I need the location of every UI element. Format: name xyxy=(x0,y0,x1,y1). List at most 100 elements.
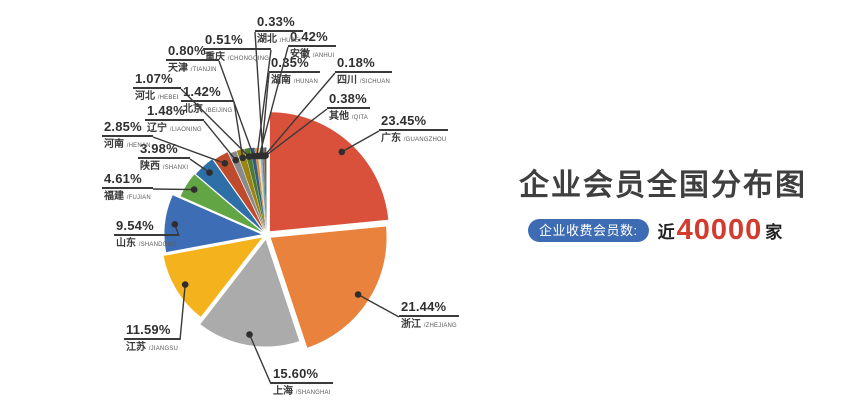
slice-province-name: 安徽 /ANHUI xyxy=(290,49,335,60)
slice-percent: 15.60% xyxy=(271,366,333,384)
slice-province-name: 山东 /SHANDONG xyxy=(116,238,177,249)
slice-province-pinyin: /JIANGSU xyxy=(148,346,179,352)
slice-label-jiangsu: 11.59% 江苏 /JIANGSU xyxy=(124,322,181,355)
slice-label-henan: 2.85% 河南 /HENAN xyxy=(102,119,153,152)
leader-line-zhejiang xyxy=(357,293,400,318)
slice-label-guangzhou: 23.45% 广东 /GUANGZHOU xyxy=(379,113,449,146)
slice-label-beijing: 1.42% 北京 /BEIJING xyxy=(181,84,235,117)
leader-line-tianjin xyxy=(218,60,255,157)
leader-line-hubei xyxy=(254,31,264,156)
leader-dot-beijing xyxy=(239,154,246,162)
slice-percent: 4.61% xyxy=(102,171,153,189)
pie-slice-hubei xyxy=(261,147,267,230)
slice-percent: 1.48% xyxy=(145,103,204,121)
slice-province-pinyin: /BEIJING xyxy=(205,108,233,114)
slice-percent: 11.59% xyxy=(124,322,181,340)
slice-province-pinyin: /GUANGZHOU xyxy=(403,137,447,143)
member-count-value: 40000 xyxy=(676,214,763,246)
slice-province-pinyin: /SICHUAN xyxy=(359,79,391,85)
slice-province-name: 江苏 /JIANGSU xyxy=(126,342,179,353)
pie-slice-henan xyxy=(214,152,264,231)
pie-slice-zhejiang xyxy=(270,226,387,348)
slice-province-pinyin: /QITA xyxy=(351,115,369,121)
pie-slice-fujian xyxy=(180,174,263,233)
slice-province-pinyin: /HUBEI xyxy=(279,38,301,44)
slice-province-pinyin: /HENAN xyxy=(126,143,151,149)
slice-label-shanghai: 15.60% 上海 /SHANGHAI xyxy=(271,366,333,399)
slice-percent: 0.80% xyxy=(166,43,219,61)
leader-line-fujian xyxy=(152,188,195,191)
leader-dot-zhejiang xyxy=(354,291,362,298)
pie-slice-tianjin xyxy=(250,147,266,231)
slice-province-name: 浙江 /ZHEJIANG xyxy=(401,319,457,330)
pie-slice-sichuan xyxy=(263,147,267,230)
leader-line-chongqing xyxy=(256,49,272,157)
slice-province-name: 其他 /QITA xyxy=(329,111,369,122)
member-count-row: 企业收费会员数: 近 40000 家 xyxy=(528,216,782,245)
slice-percent: 1.42% xyxy=(181,84,235,102)
slice-province-name: 四川 /SICHUAN xyxy=(337,75,391,86)
slice-province-pinyin: /LIAONING xyxy=(169,127,202,133)
slice-label-chongqing: 0.51% 重庆 /CHONGQING xyxy=(203,32,272,65)
pie-slice-hunan xyxy=(259,147,267,230)
slice-province-name: 上海 /SHANGHAI xyxy=(273,386,331,397)
slice-province-name: 湖北 /HUBEI xyxy=(257,34,301,45)
slice-label-anhui: 0.42% 安徽 /ANHUI xyxy=(288,29,337,62)
slice-province-pinyin: /HUNAN xyxy=(293,79,318,85)
pie-slice-shanxi xyxy=(195,159,264,232)
leader-dot-qita xyxy=(262,152,269,159)
slice-province-name: 广东 /GUANGZHOU xyxy=(381,133,447,144)
slice-label-hubei: 0.33% 湖北 /HUBEI xyxy=(255,14,303,47)
slice-percent: 0.35% xyxy=(269,55,320,73)
slice-percent: 0.51% xyxy=(203,32,272,50)
member-count-prefix: 近 xyxy=(657,223,675,242)
slice-label-shanxi: 3.98% 陕西 /SHANXI xyxy=(138,141,191,174)
slice-label-shandong: 9.54% 山东 /SHANDONG xyxy=(114,218,179,251)
leader-line-anhui xyxy=(258,46,289,157)
slice-province-pinyin: /SHANGHAI xyxy=(295,390,331,396)
slice-province-pinyin: /FUJIAN xyxy=(126,195,151,201)
pie-slice-shanghai xyxy=(200,239,300,347)
slice-province-pinyin: /SHANDONG xyxy=(138,242,177,248)
slice-label-zhejiang: 21.44% 浙江 /ZHEJIANG xyxy=(399,299,459,332)
leader-line-shanghai xyxy=(248,334,272,385)
slice-province-pinyin: /ANHUI xyxy=(312,53,335,59)
slice-percent: 21.44% xyxy=(399,299,459,317)
pie-slice-anhui xyxy=(257,147,266,230)
slice-province-pinyin: /ZHEJIANG xyxy=(423,323,457,329)
leader-dot-guangzhou xyxy=(338,148,346,156)
leader-line-qita xyxy=(265,108,328,157)
slice-percent: 23.45% xyxy=(379,113,449,131)
pie-slice-qita xyxy=(264,147,267,230)
slice-percent: 0.18% xyxy=(335,55,393,73)
slice-percent: 0.42% xyxy=(288,29,337,47)
leader-line-guangzhou xyxy=(341,130,380,153)
slice-percent: 0.33% xyxy=(255,14,303,32)
slice-province-name: 天津 /TIANJIN xyxy=(168,63,217,74)
pie-slice-guangzhou xyxy=(269,112,389,232)
slice-label-liaoning: 1.48% 辽宁 /LIAONING xyxy=(145,103,204,136)
slice-province-name: 北京 /BEIJING xyxy=(183,104,233,115)
slice-label-hunan: 0.35% 湖南 /HUNAN xyxy=(269,55,320,88)
pie-slice-beijing xyxy=(236,148,265,231)
slice-label-fujian: 4.61% 福建 /FUJIAN xyxy=(102,171,153,204)
pie-slice-hebei xyxy=(244,147,266,231)
leader-line-liaoning xyxy=(203,120,237,161)
pie-slice-chongqing xyxy=(254,147,266,230)
slice-percent: 3.98% xyxy=(138,141,191,159)
slice-province-name: 河南 /HENAN xyxy=(104,139,151,150)
slice-percent: 2.85% xyxy=(102,119,153,137)
slice-province-name: 重庆 /CHONGQING xyxy=(205,52,270,63)
slice-percent: 0.38% xyxy=(327,91,371,109)
leader-dot-shanxi xyxy=(206,169,213,176)
leader-dot-shanghai xyxy=(246,331,253,338)
member-count-badge: 企业收费会员数: xyxy=(528,219,649,242)
slice-province-pinyin: /SHANXI xyxy=(162,165,189,171)
slice-province-name: 湖南 /HUNAN xyxy=(271,75,318,86)
pie-slice-jiangsu xyxy=(163,237,263,317)
chart-title: 企业会员全国分布图 xyxy=(519,169,807,202)
slice-province-name: 陕西 /SHANXI xyxy=(140,161,189,172)
leader-line-jiangsu xyxy=(179,284,186,341)
